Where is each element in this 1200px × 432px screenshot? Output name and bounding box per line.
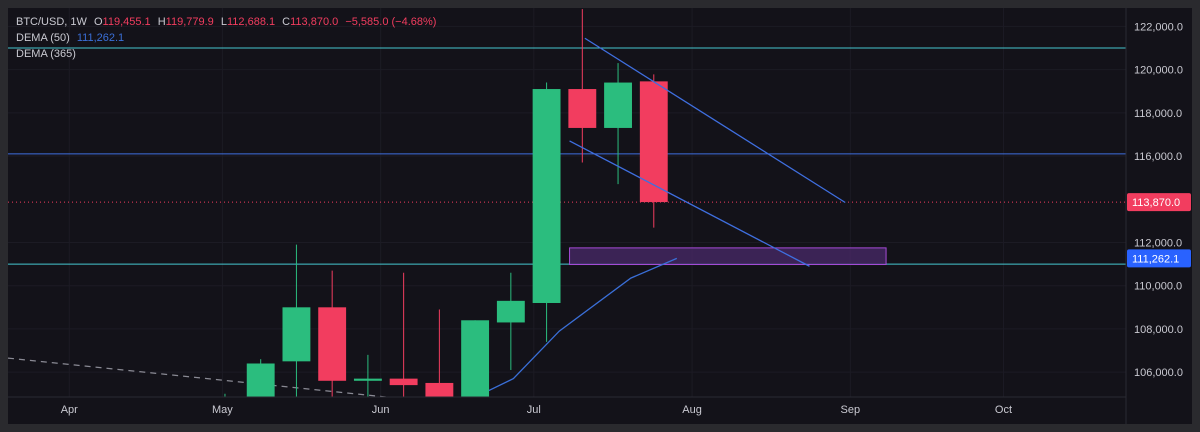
price-badges-layer: 113,870.0 111,262.1	[1127, 193, 1191, 268]
chart-container[interactable]: Apr May Jun Jul Aug Sep Oct 122,000.0 120,000.0 1…	[8, 8, 1192, 424]
candle-body[interactable]	[282, 307, 311, 362]
x-tick-label: Apr	[61, 404, 78, 416]
x-tick-label: Aug	[682, 404, 702, 416]
x-tick-label: May	[212, 404, 233, 416]
candle-body[interactable]	[496, 300, 525, 323]
dema-layer	[477, 257, 678, 397]
candle-body[interactable]	[318, 307, 347, 381]
candle[interactable]	[282, 244, 311, 409]
legend-row-dema50[interactable]: DEMA (50) 111,262.1	[16, 30, 436, 46]
y-tick-label: 120,000.0	[1134, 65, 1183, 77]
price-badge-text: 111,262.1	[1132, 253, 1179, 265]
candle[interactable]	[604, 63, 632, 185]
legend-open-label: O	[93, 16, 103, 28]
dashed-trendline-layer	[8, 357, 386, 398]
legend-change: −5,585.0 (−4.68%)	[345, 16, 437, 28]
price-badge-bg	[1127, 193, 1191, 212]
y-tick-label: 116,000.0	[1134, 151, 1182, 163]
dema50-line	[477, 257, 678, 397]
legend: BTC/USD, 1W O119,455.1 H119,779.9 L112,6…	[16, 14, 436, 62]
legend-row-ohlc: BTC/USD, 1W O119,455.1 H119,779.9 L112,6…	[16, 14, 436, 30]
trendlines-layer[interactable]	[569, 37, 846, 267]
dashed-trendline	[8, 357, 386, 398]
x-tick-label: Sep	[841, 404, 861, 416]
trendline[interactable]	[569, 140, 810, 267]
legend-interval: 1W	[70, 16, 87, 28]
time-axis-bg	[8, 397, 1126, 424]
price-badge-red: 113,870.0	[1127, 193, 1191, 212]
candlestick-chart[interactable]: Apr May Jun Jul Aug Sep Oct 122,000.0 120,000.0 1…	[8, 8, 1192, 424]
y-tick-label: 122,000.0	[1134, 21, 1183, 33]
grid-layer	[8, 8, 1126, 397]
y-tick-label: 110,000.0	[1134, 281, 1182, 293]
legend-high-label: H	[157, 16, 166, 28]
legend-open: 119,455.1	[102, 16, 151, 28]
legend-close: 113,870.0	[290, 16, 339, 28]
candle-body[interactable]	[353, 378, 382, 381]
legend-dema365-label: DEMA (365)	[16, 48, 76, 60]
y-tick-label: 112,000.0	[1134, 237, 1182, 249]
candle[interactable]	[496, 272, 525, 370]
candle-body[interactable]	[389, 378, 418, 386]
legend-dema50-value: 111,262.1	[76, 32, 125, 44]
legend-separator: ,	[64, 16, 71, 28]
y-tick-label: 118,000.0	[1134, 108, 1182, 120]
candle[interactable]	[639, 74, 668, 228]
candle-body[interactable]	[532, 89, 561, 303]
candle[interactable]	[568, 9, 597, 163]
candle[interactable]	[532, 82, 561, 342]
trendline[interactable]	[584, 37, 846, 204]
axes-layer: Apr May Jun Jul Aug Sep Oct 122,000.0 120,000.0 1…	[8, 8, 1192, 424]
candle[interactable]	[318, 270, 347, 403]
legend-dema50-label: DEMA (50)	[16, 32, 70, 44]
candle[interactable]	[246, 359, 275, 407]
candle[interactable]	[389, 272, 418, 412]
legend-low: 112,688.1	[226, 16, 276, 28]
price-axis-bg	[1126, 8, 1192, 424]
candles-layer[interactable]	[211, 9, 668, 424]
x-tick-label: Jun	[372, 404, 390, 416]
legend-symbol: BTC/USD	[16, 16, 65, 28]
y-tick-label: 108,000.0	[1134, 324, 1183, 336]
x-tick-label: Jul	[527, 404, 541, 416]
support-zone-rect[interactable]	[569, 247, 887, 266]
legend-low-label: L	[220, 16, 227, 28]
legend-high: 119,779.9	[165, 16, 214, 28]
horizontal-lines[interactable]	[8, 47, 1126, 265]
price-badge-text: 113,870.0	[1132, 197, 1180, 209]
candle-body[interactable]	[246, 363, 275, 403]
candle-body[interactable]	[604, 82, 632, 128]
x-tick-label: Oct	[995, 404, 1012, 416]
candle-body[interactable]	[568, 89, 597, 128]
zone-layer[interactable]	[569, 247, 887, 266]
legend-close-label: C	[282, 16, 291, 28]
y-tick-label: 106,000.0	[1134, 367, 1183, 379]
price-badge-bg	[1127, 249, 1191, 268]
price-badge-blue: 111,262.1	[1127, 249, 1191, 268]
legend-row-dema365[interactable]: DEMA (365)	[16, 46, 436, 62]
candle-body[interactable]	[639, 81, 668, 203]
